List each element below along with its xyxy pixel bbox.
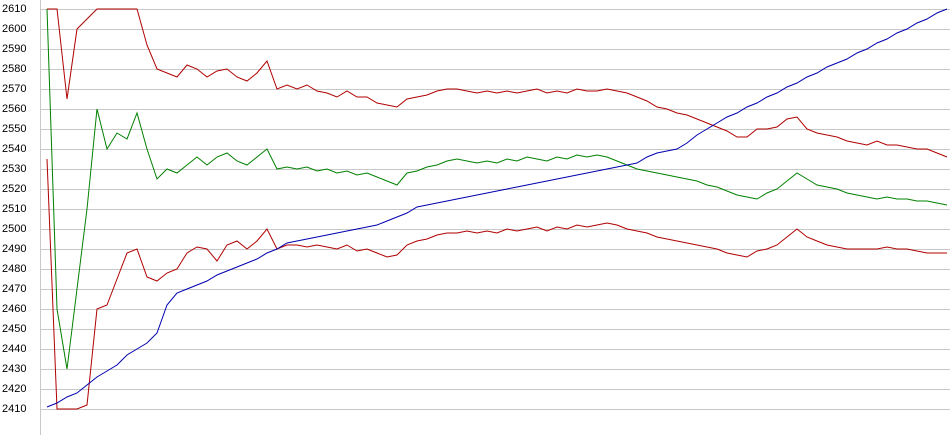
- y-tick-label: 2610: [2, 3, 26, 15]
- y-tick-label: 2490: [2, 243, 26, 255]
- y-tick-label: 2590: [2, 43, 26, 55]
- y-tick-label: 2530: [2, 163, 26, 175]
- y-tick-label: 2560: [2, 103, 26, 115]
- series-line: [46, 8, 948, 370]
- y-tick-label: 2450: [2, 323, 26, 335]
- y-tick-label: 2540: [2, 143, 26, 155]
- series-line: [46, 158, 947, 410]
- y-tick-label: 2460: [2, 303, 26, 315]
- y-tick-label: 2480: [2, 263, 26, 275]
- y-tick-label: 2500: [2, 223, 26, 235]
- y-tick-label: 2570: [2, 83, 26, 95]
- y-tick-label: 2470: [2, 283, 26, 295]
- y-tick-label: 2430: [2, 363, 26, 375]
- series-line: [46, 8, 948, 408]
- y-tick-label: 2440: [2, 343, 26, 355]
- y-tick-label: 2420: [2, 383, 26, 395]
- y-tick-label: 2410: [2, 403, 26, 415]
- y-tick-label: 2600: [2, 23, 26, 35]
- series-line: [47, 8, 948, 158]
- y-tick-label: 2580: [2, 63, 26, 75]
- y-tick-label: 2510: [2, 203, 26, 215]
- y-tick-label: 2520: [2, 183, 26, 195]
- y-tick-label: 2550: [2, 123, 26, 135]
